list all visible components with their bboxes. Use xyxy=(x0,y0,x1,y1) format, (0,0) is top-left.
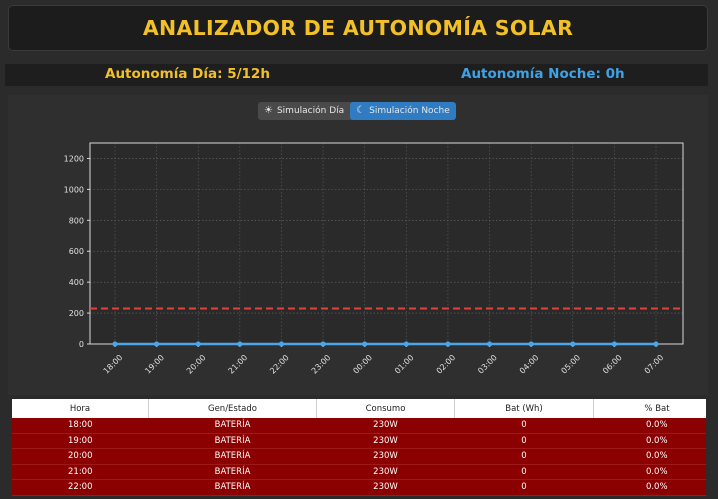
x-tick-label: 05:00 xyxy=(559,353,582,376)
battery-series-point xyxy=(570,341,576,347)
column-header: Gen/Estado xyxy=(148,399,317,418)
column-header: Hora xyxy=(12,399,149,418)
table-cell: 0.0% xyxy=(593,448,706,465)
title-bar: ANALIZADOR DE AUTONOMÍA SOLAR xyxy=(8,5,708,51)
battery-series-point xyxy=(362,341,368,347)
table-header-row: Hora Gen/Estado Consumo Bat (Wh)% Bat xyxy=(12,399,706,418)
x-tick-label: 02:00 xyxy=(435,353,458,376)
battery-series-point xyxy=(486,341,493,347)
y-tick-label: 800 xyxy=(69,216,84,225)
battery-series-point xyxy=(528,341,534,347)
table-row: 19:00 BATERÍA 230W 0 0.0% xyxy=(12,433,706,449)
x-tick-label: 20:00 xyxy=(185,353,208,376)
x-tick-label: 18:00 xyxy=(102,353,125,376)
table-cell: 230W xyxy=(316,464,455,480)
table-cell: 19:00 xyxy=(12,433,149,449)
battery-series-point xyxy=(611,341,617,347)
table-row: 22:00 BATERÍA 230W 0 0.0% xyxy=(12,479,706,496)
table-cell: 0.0% xyxy=(593,479,706,496)
table-cell: 0 xyxy=(454,479,594,496)
sun-icon: ☀ xyxy=(264,105,273,116)
x-tick-label: 19:00 xyxy=(143,353,166,376)
table-cell: 0.0% xyxy=(593,418,706,434)
y-tick-label: 1000 xyxy=(64,185,84,194)
x-tick-label: 22:00 xyxy=(268,353,291,376)
x-tick-label: 04:00 xyxy=(518,353,541,376)
table-cell: 22:00 xyxy=(12,479,149,496)
x-tick-label: 07:00 xyxy=(643,353,666,376)
y-tick-label: 200 xyxy=(69,309,84,318)
table-row: 20:00 BATERÍA 230W 0 0.0% xyxy=(12,448,706,465)
column-header: % Bat xyxy=(593,399,706,418)
autonomy-day-label: Autonomía Día: 5/12h xyxy=(105,66,270,82)
x-tick-label: 23:00 xyxy=(310,353,333,376)
table-cell: 0.0% xyxy=(593,433,706,449)
table-cell: 0 xyxy=(454,433,594,449)
battery-series-point xyxy=(112,341,118,347)
hourly-table: Hora Gen/Estado Consumo Bat (Wh)% Bat 18:00… xyxy=(12,399,706,499)
table-cell: 0.0% xyxy=(593,464,706,480)
table-cell: BATERÍA xyxy=(148,479,317,496)
table-cell: BATERÍA xyxy=(148,464,317,480)
y-tick-label: 0 xyxy=(79,340,84,349)
x-tick-label: 03:00 xyxy=(476,353,499,376)
table-cell: 230W xyxy=(316,433,455,449)
table-cell: 21:00 xyxy=(12,464,149,480)
battery-series-point xyxy=(154,341,160,347)
autonomy-bar: Autonomía Día: 5/12h Autonomía Noche: 0h xyxy=(5,64,708,86)
table-cell: 0 xyxy=(454,464,594,480)
table-row: 18:00 BATERÍA 230W 0 0.0% xyxy=(12,418,706,434)
autonomy-night-label: Autonomía Noche: 0h xyxy=(461,66,625,82)
simulate-day-button[interactable]: ☀ Simulación Día xyxy=(258,102,350,120)
x-tick-label: 01:00 xyxy=(393,353,416,376)
table-cell: BATERÍA xyxy=(148,418,317,434)
x-tick-label: 06:00 xyxy=(601,353,624,376)
battery-series-point xyxy=(445,341,451,347)
battery-series-point xyxy=(278,341,285,347)
simulation-toggle: ☀ Simulación Día ☾ Simulación Noche xyxy=(258,102,456,120)
column-header: Consumo xyxy=(316,399,455,418)
battery-series-point xyxy=(237,341,243,347)
table-cell: 230W xyxy=(316,418,455,434)
battery-series-point xyxy=(320,341,326,347)
autonomy-chart: 0 200 400 600 800 1000 1200 18:00 19:00 20:00 21:0… xyxy=(64,142,684,376)
table-cell: 230W xyxy=(316,479,455,496)
y-tick-label: 400 xyxy=(69,278,84,287)
table-cell: 230W xyxy=(316,448,455,465)
page-title: ANALIZADOR DE AUTONOMÍA SOLAR xyxy=(142,16,574,40)
table-cell: 0 xyxy=(454,448,594,465)
x-tick-label: 00:00 xyxy=(351,353,374,376)
battery-series-point xyxy=(195,341,201,347)
simulate-day-label: Simulación Día xyxy=(276,106,345,116)
table-cell: BATERÍA xyxy=(148,433,317,449)
y-tick-label: 1200 xyxy=(64,154,84,163)
table-row: 21:00 BATERÍA 230W 0 0.0% xyxy=(12,464,706,480)
table-cell: 20:00 xyxy=(12,448,149,465)
battery-series-point xyxy=(653,341,659,347)
x-tick-label: 21:00 xyxy=(227,353,250,376)
simulate-night-button[interactable]: ☾ Simulación Noche xyxy=(350,102,456,120)
moon-icon: ☾ xyxy=(356,105,366,116)
column-header: Bat (Wh) xyxy=(454,399,594,418)
battery-series-point xyxy=(403,341,409,347)
table-cell: BATERÍA xyxy=(148,448,317,465)
plot-area xyxy=(90,143,683,344)
simulate-night-label: Simulación Noche xyxy=(369,106,450,116)
y-tick-label: 600 xyxy=(69,247,84,256)
table-cell: 0 xyxy=(454,418,594,434)
table-cell: 18:00 xyxy=(12,418,149,434)
